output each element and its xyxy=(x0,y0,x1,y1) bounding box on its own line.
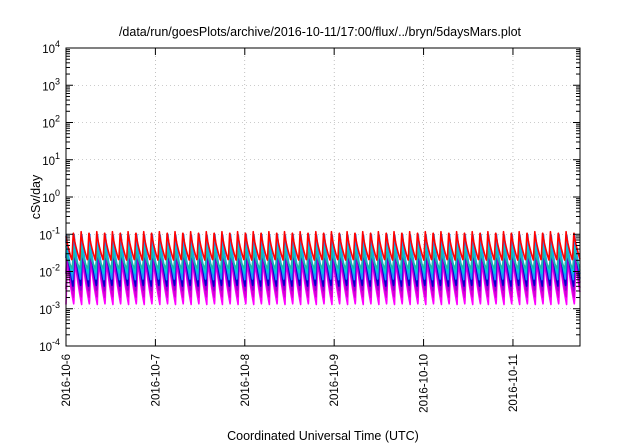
y-tick-label: 101 xyxy=(42,151,60,168)
y-tick-label: 104 xyxy=(42,39,60,56)
x-axis-label: Coordinated Universal Time (UTC) xyxy=(227,429,419,443)
series-line xyxy=(65,257,581,306)
y-axis-label: cSv/day xyxy=(29,174,43,219)
x-axis: 2016-10-6 2016-10-7 2016-10-8 2016-10-9 2016… xyxy=(61,48,520,413)
chart-title: /data/run/goesPlots/archive/2016-10-11/1… xyxy=(119,25,522,39)
y-axis: 104 103 102 101 100 10-1 10-2 10-3 10-4 xyxy=(39,39,580,354)
series-line xyxy=(65,250,581,270)
x-tick-label: 2016-10-11 xyxy=(508,354,520,412)
y-tick-label: 10-3 xyxy=(39,300,60,317)
y-tick-label: 100 xyxy=(42,188,60,205)
series-line xyxy=(65,230,581,261)
x-tick-label: 2016-10-10 xyxy=(419,354,431,413)
y-tick-label: 103 xyxy=(42,76,60,93)
x-tick-label: 2016-10-8 xyxy=(240,354,252,406)
y-tick-label: 10-2 xyxy=(39,263,60,280)
x-tick-label: 2016-10-9 xyxy=(329,354,341,406)
x-tick-label: 2016-10-7 xyxy=(150,354,162,406)
series-group xyxy=(65,230,581,306)
series-line xyxy=(65,253,581,298)
y-tick-label: 102 xyxy=(42,114,60,131)
x-tick-label: 2016-10-6 xyxy=(61,354,73,406)
y-tick-label: 10-4 xyxy=(39,337,60,354)
y-tick-label: 10-1 xyxy=(39,225,60,242)
